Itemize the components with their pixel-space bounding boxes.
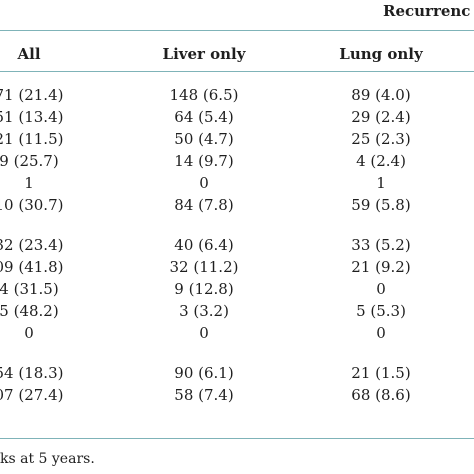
cell-all: 10 (30.7)	[0, 196, 64, 214]
cell-all: 09 (41.8)	[0, 258, 64, 276]
cell-lung-only: 59 (5.8)	[351, 196, 411, 214]
cell-liver-only: 64 (5.4)	[174, 108, 234, 126]
cell-liver-only: 90 (6.1)	[174, 364, 234, 382]
table-top-rule	[0, 30, 474, 31]
cell-liver-only: 0	[199, 174, 209, 192]
cell-all: 32 (23.4)	[0, 236, 64, 254]
cell-liver-only: 58 (7.4)	[174, 386, 234, 404]
table-row: 1 0 1	[0, 174, 474, 195]
cell-all: 21 (11.5)	[0, 130, 64, 148]
cell-lung-only: 0	[376, 324, 386, 342]
cell-liver-only: 0	[199, 324, 209, 342]
cell-all: 71 (21.4)	[0, 86, 64, 104]
cell-lung-only: 5 (5.3)	[356, 302, 406, 320]
table-row: 10 (30.7) 84 (7.8) 59 (5.8)	[0, 196, 474, 217]
cell-liver-only: 50 (4.7)	[174, 130, 234, 148]
cell-all: 1	[24, 174, 34, 192]
table-row: 5 (48.2) 3 (3.2) 5 (5.3)	[0, 302, 474, 323]
table-row: 09 (41.8) 32 (11.2) 21 (9.2)	[0, 258, 474, 279]
table-row: 51 (13.4) 64 (5.4) 29 (2.4)	[0, 108, 474, 129]
cell-liver-only: 40 (6.4)	[174, 236, 234, 254]
cell-lung-only: 0	[376, 280, 386, 298]
column-header-liver-only: Liver only	[162, 45, 246, 63]
table-footnote: ks at 5 years.	[0, 451, 95, 467]
cell-liver-only: 84 (7.8)	[174, 196, 234, 214]
cell-all: 54 (18.3)	[0, 364, 64, 382]
cell-lung-only: 68 (8.6)	[351, 386, 411, 404]
recurrence-super-header: Recurrenc	[383, 2, 471, 20]
table-row: 32 (23.4) 40 (6.4) 33 (5.2)	[0, 236, 474, 257]
cell-all: 0	[24, 324, 34, 342]
table-row: 54 (18.3) 90 (6.1) 21 (1.5)	[0, 364, 474, 385]
cell-lung-only: 29 (2.4)	[351, 108, 411, 126]
cell-liver-only: 148 (6.5)	[169, 86, 239, 104]
cell-lung-only: 4 (2.4)	[356, 152, 406, 170]
table-row: 21 (11.5) 50 (4.7) 25 (2.3)	[0, 130, 474, 151]
table-bottom-rule	[0, 438, 474, 439]
cell-all: 4 (31.5)	[0, 280, 59, 298]
cell-all: 9 (25.7)	[0, 152, 59, 170]
table-row: 0 0 0	[0, 324, 474, 345]
table-row: 71 (21.4) 148 (6.5) 89 (4.0)	[0, 86, 474, 107]
column-header-all: All	[17, 45, 41, 63]
cell-all: 51 (13.4)	[0, 108, 64, 126]
column-header-lung-only: Lung only	[339, 45, 423, 63]
cell-lung-only: 21 (9.2)	[351, 258, 411, 276]
header-divider-rule	[0, 71, 474, 72]
table-row: 4 (31.5) 9 (12.8) 0	[0, 280, 474, 301]
cell-liver-only: 32 (11.2)	[169, 258, 239, 276]
cell-lung-only: 33 (5.2)	[351, 236, 411, 254]
table-row: 07 (27.4) 58 (7.4) 68 (8.6)	[0, 386, 474, 407]
cell-liver-only: 9 (12.8)	[174, 280, 234, 298]
cell-liver-only: 14 (9.7)	[174, 152, 234, 170]
cell-liver-only: 3 (3.2)	[179, 302, 229, 320]
cell-lung-only: 89 (4.0)	[351, 86, 411, 104]
cell-all: 07 (27.4)	[0, 386, 64, 404]
cell-lung-only: 21 (1.5)	[351, 364, 411, 382]
cell-all: 5 (48.2)	[0, 302, 59, 320]
cell-lung-only: 1	[376, 174, 386, 192]
table-row: 9 (25.7) 14 (9.7) 4 (2.4)	[0, 152, 474, 173]
cell-lung-only: 25 (2.3)	[351, 130, 411, 148]
